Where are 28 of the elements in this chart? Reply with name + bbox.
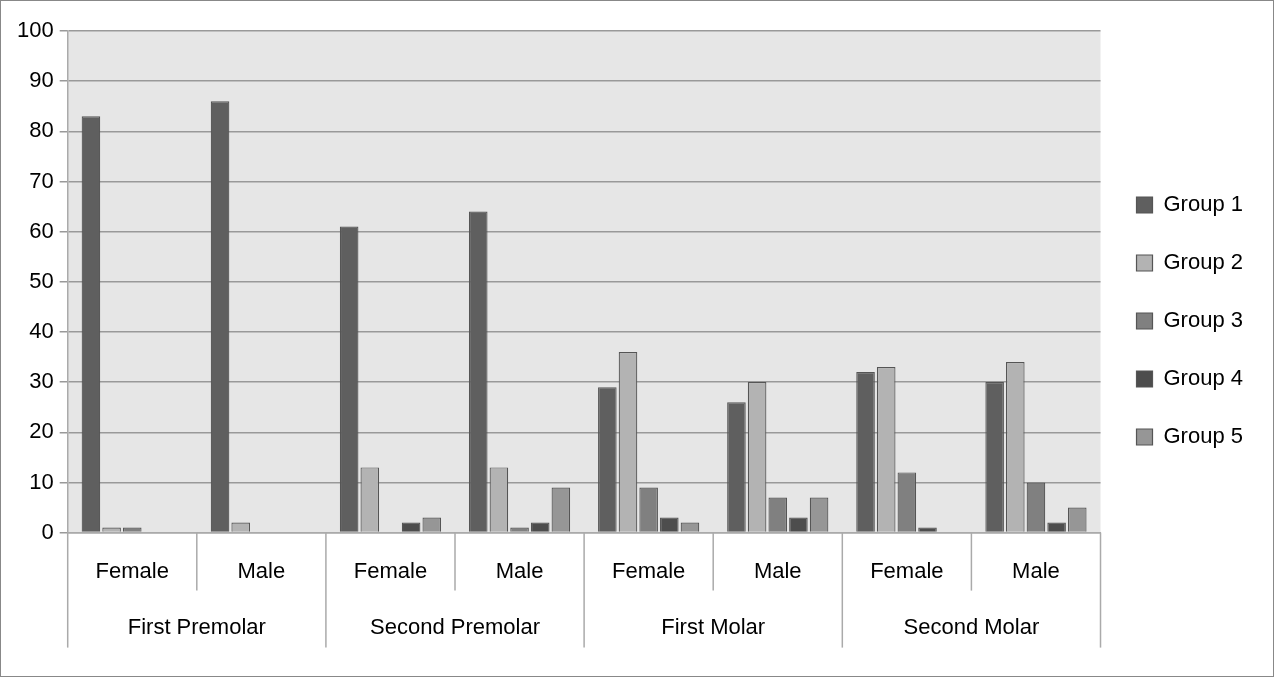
legend-label: Group 1 [1163, 191, 1244, 217]
x-tick-label: Female [611, 557, 686, 583]
x-tick-label: Female [95, 557, 169, 583]
x-tick-label: Male [237, 557, 286, 583]
text: First Molar [661, 613, 766, 639]
x-tick-label: Male [495, 557, 544, 583]
x-tick-label: Female [870, 557, 944, 583]
x-tick-label: Female [353, 557, 428, 583]
legend-label: Group 4 [1163, 365, 1244, 391]
text: Second Molar [903, 613, 1040, 639]
y-tick-label: 40 [29, 318, 54, 344]
legend-label: Group 3 [1163, 307, 1244, 333]
y-tick-label: 80 [29, 117, 54, 143]
y-tick-label: 10 [29, 468, 54, 494]
text: First Premolar [127, 613, 266, 639]
y-tick-label: 20 [29, 418, 54, 444]
y-tick-label: 30 [29, 368, 54, 394]
legend-label: Group 5 [1163, 423, 1244, 449]
y-tick-label: 50 [29, 267, 54, 293]
x-tick-label: Male [753, 557, 802, 583]
y-tick-label: 70 [29, 167, 54, 193]
text: Second Premolar [370, 613, 540, 639]
y-tick-label: 90 [29, 67, 54, 93]
legend-label: Group 2 [1163, 249, 1244, 275]
y-tick-label: 0 [41, 518, 54, 544]
y-tick-label: 60 [29, 217, 54, 243]
y-tick-label: 100 [16, 17, 54, 43]
x-tick-label: Male [1012, 557, 1060, 583]
